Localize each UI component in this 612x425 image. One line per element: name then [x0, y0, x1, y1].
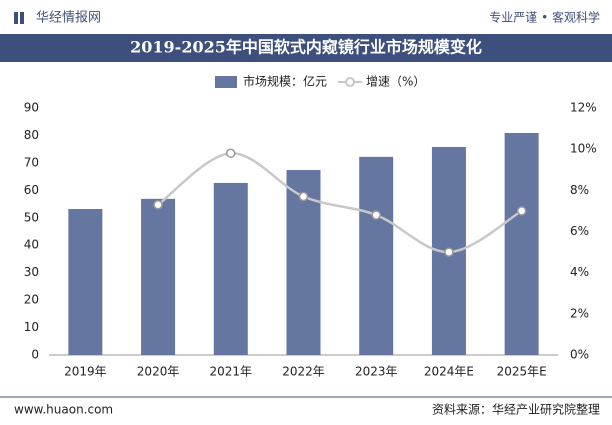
line-point [226, 148, 236, 159]
line [157, 152, 523, 254]
x-tick-label: 2020年 [137, 365, 180, 379]
y-tick-label: 50 [24, 210, 39, 224]
slogan: 专业严谨 • 客观科学 [489, 10, 600, 25]
y2-tick-label: 2% [570, 306, 589, 320]
line-point [444, 247, 454, 257]
legend-swatch [215, 76, 237, 88]
title-bar [0, 34, 612, 62]
bar [141, 198, 176, 355]
x-tick-label: 2024年E [424, 365, 474, 379]
line-point [298, 191, 309, 202]
bar [68, 208, 103, 355]
y-tick-label: 70 [24, 155, 39, 169]
brand: 华经情报网 [36, 11, 101, 26]
line-point [371, 210, 381, 220]
chart-title: 2019-2025年中国软式内窥镜行业市场规模变化 [130, 38, 482, 57]
legend-label: 市场规模：亿元 [243, 74, 327, 89]
y-tick-label: 40 [24, 238, 39, 252]
y2-tick-label: 12% [570, 101, 597, 115]
x-tick-label: 2023年 [355, 365, 398, 379]
logo-mark [14, 12, 18, 24]
y2-tick-label: 6% [570, 224, 589, 238]
legend-swatch [345, 77, 355, 87]
y2-tick-label: 10% [570, 142, 597, 156]
bar [213, 182, 248, 355]
x-tick-label: 2021年 [210, 365, 253, 379]
y-tick-label: 10 [24, 320, 39, 334]
y-tick-label: 0 [31, 348, 39, 362]
legend-label: 增速（%） [366, 75, 425, 89]
y-tick-label: 60 [24, 183, 39, 197]
y2-tick-label: 8% [570, 183, 589, 197]
bar [359, 156, 394, 355]
line-point [516, 206, 527, 216]
y2-tick-label: 0% [570, 348, 589, 362]
source: 资料来源：华经产业研究院整理 [432, 402, 600, 417]
logo-mark [20, 12, 24, 24]
bar [504, 132, 539, 355]
line-point [153, 199, 163, 210]
x-tick-label: 2019年 [64, 365, 107, 379]
y2-tick-label: 4% [570, 265, 589, 279]
x-tick-label: 2022年 [282, 365, 325, 379]
y-tick-label: 30 [24, 265, 39, 279]
website: www.huaon.com [14, 403, 113, 417]
y-tick-label: 20 [24, 293, 39, 307]
y-tick-label: 90 [24, 101, 39, 115]
x-tick-label: 2025年E [497, 365, 547, 379]
y-tick-label: 80 [24, 128, 39, 142]
